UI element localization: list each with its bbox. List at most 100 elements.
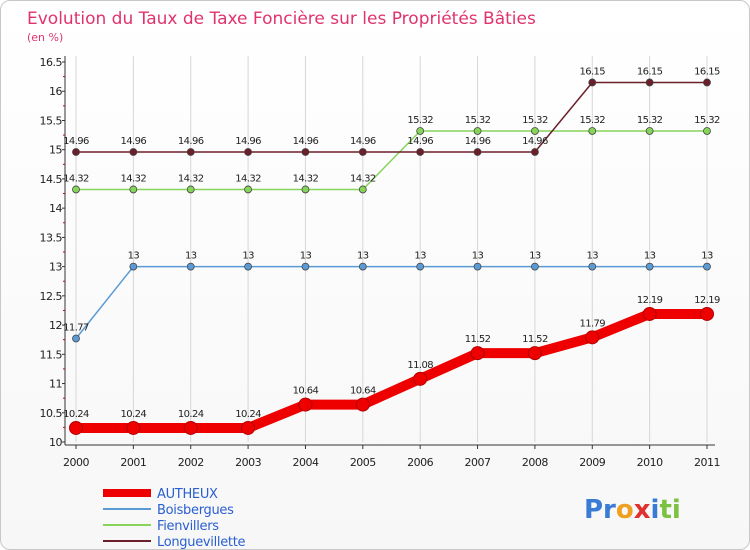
data-point-boisbergues [129, 262, 138, 271]
data-label-fienvillers: 15.32 [522, 115, 548, 126]
data-point-longuevillette [129, 148, 138, 156]
series-line-longuevillette [75, 81, 708, 153]
data-label-longuevillette: 14.96 [522, 136, 548, 147]
data-point-autheux [241, 420, 256, 435]
y-tick-label: 14 [49, 202, 62, 215]
x-tick-label: 2007 [465, 456, 491, 469]
data-point-longuevillette [186, 148, 195, 156]
data-point-fienvillers [645, 127, 654, 135]
data-point-autheux [470, 346, 485, 361]
data-label-autheux: 11.52 [522, 334, 548, 345]
proxiti-wordmark: Proxiti [584, 495, 681, 525]
data-point-autheux [527, 346, 542, 361]
data-label-fienvillers: 15.32 [579, 115, 605, 126]
data-point-fienvillers [72, 185, 80, 194]
data-point-boisbergues [244, 262, 252, 271]
y-tick-label: 16.5 [40, 56, 63, 69]
data-label-autheux: 11.08 [407, 360, 433, 371]
data-point-fienvillers [416, 127, 425, 135]
data-label-fienvillers: 15.32 [407, 115, 433, 126]
data-point-longuevillette [301, 148, 310, 156]
data-label-longuevillette: 14.96 [235, 136, 261, 147]
data-point-boisbergues [186, 262, 195, 271]
data-label-boisbergues: 13 [242, 251, 254, 262]
data-label-longuevillette: 14.96 [350, 136, 376, 147]
data-labels: 11.77 13 13 13 13 13 13 13 13 13 13 13 14.32 14.32 14.… [63, 66, 720, 420]
data-label-autheux: 12.19 [694, 295, 720, 306]
data-point-fienvillers [301, 185, 310, 194]
series-lines [69, 78, 714, 435]
data-label-fienvillers: 14.32 [178, 173, 204, 184]
data-label-autheux: 10.24 [178, 409, 204, 420]
data-point-boisbergues [301, 262, 310, 271]
y-tick-label: 11.5 [40, 348, 63, 361]
data-point-boisbergues [72, 334, 80, 343]
data-point-boisbergues [588, 262, 597, 271]
legend-label-longuevillette: Longuevillette [157, 535, 246, 550]
chart-title: Evolution du Taux de Taxe Foncière sur l… [27, 9, 536, 29]
data-point-longuevillette [473, 148, 482, 156]
data-point-longuevillette [645, 78, 654, 87]
data-label-autheux: 10.64 [293, 386, 319, 397]
data-point-fienvillers [129, 185, 138, 194]
data-label-autheux: 10.64 [350, 386, 376, 397]
proxiti-letter: i [651, 495, 660, 525]
x-tick-label: 2003 [235, 456, 261, 469]
data-point-autheux [642, 306, 657, 321]
x-tick-label: 2002 [178, 456, 204, 469]
proxiti-logo: Proxiti [584, 495, 681, 525]
y-tick-label: 15.5 [40, 114, 63, 127]
legend: AUTHEUXBoisberguesFienvillersLongueville… [103, 487, 246, 550]
y-tick-label: 16 [49, 85, 62, 98]
data-label-autheux: 12.19 [637, 295, 663, 306]
data-point-autheux [298, 397, 313, 412]
data-label-longuevillette: 16.15 [694, 66, 720, 77]
data-point-fienvillers [588, 127, 597, 135]
series-line-autheux [71, 308, 712, 433]
x-tick-label: 2008 [522, 456, 548, 469]
data-point-boisbergues [645, 262, 654, 271]
series-line-boisbergues [75, 265, 708, 340]
y-tick-label: 12 [49, 319, 62, 332]
data-point-autheux [69, 420, 83, 435]
data-label-boisbergues: 13 [472, 251, 484, 262]
axes: 10 10.5 11 11.5 12 12.5 13 13.5 14 14.5 15 15.5 16 16… [40, 56, 721, 469]
y-tick-label: 14.5 [40, 173, 63, 186]
y-tick-label: 12.5 [40, 290, 63, 303]
data-label-boisbergues: 11.77 [63, 323, 89, 334]
data-label-boisbergues: 13 [587, 251, 599, 262]
y-tick-label: 13.5 [40, 231, 63, 244]
data-label-autheux: 10.24 [235, 409, 261, 420]
data-label-fienvillers: 14.32 [63, 173, 89, 184]
data-label-boisbergues: 13 [300, 251, 312, 262]
y-tick-label: 11 [49, 378, 62, 391]
data-label-boisbergues: 13 [185, 251, 197, 262]
legend-label-boisbergues: Boisbergues [157, 503, 234, 518]
series-line-fienvillers [75, 130, 708, 191]
data-point-autheux [355, 397, 370, 412]
data-label-longuevillette: 16.15 [637, 66, 663, 77]
data-label-longuevillette: 16.15 [579, 66, 605, 77]
x-tick-label: 2000 [63, 456, 89, 469]
data-point-autheux [585, 330, 600, 345]
data-label-fienvillers: 14.32 [293, 173, 319, 184]
data-label-fienvillers: 15.32 [694, 115, 720, 126]
data-point-longuevillette [358, 148, 367, 156]
x-tick-label: 2005 [350, 456, 376, 469]
data-point-boisbergues [358, 262, 367, 271]
y-tick-label: 10.5 [40, 407, 63, 420]
data-point-longuevillette [72, 148, 80, 156]
data-label-boisbergues: 13 [644, 251, 656, 262]
x-tick-label: 2009 [579, 456, 605, 469]
data-label-boisbergues: 13 [414, 251, 426, 262]
data-label-longuevillette: 14.96 [121, 136, 147, 147]
proxiti-letter: ti [659, 495, 680, 525]
proxiti-letter: o [616, 495, 634, 525]
data-label-boisbergues: 13 [357, 251, 369, 262]
data-label-longuevillette: 14.96 [178, 136, 204, 147]
data-label-fienvillers: 14.32 [121, 173, 147, 184]
x-tick-label: 2001 [120, 456, 146, 469]
data-point-fienvillers [531, 127, 539, 135]
legend-label-autheux: AUTHEUX [157, 487, 218, 502]
